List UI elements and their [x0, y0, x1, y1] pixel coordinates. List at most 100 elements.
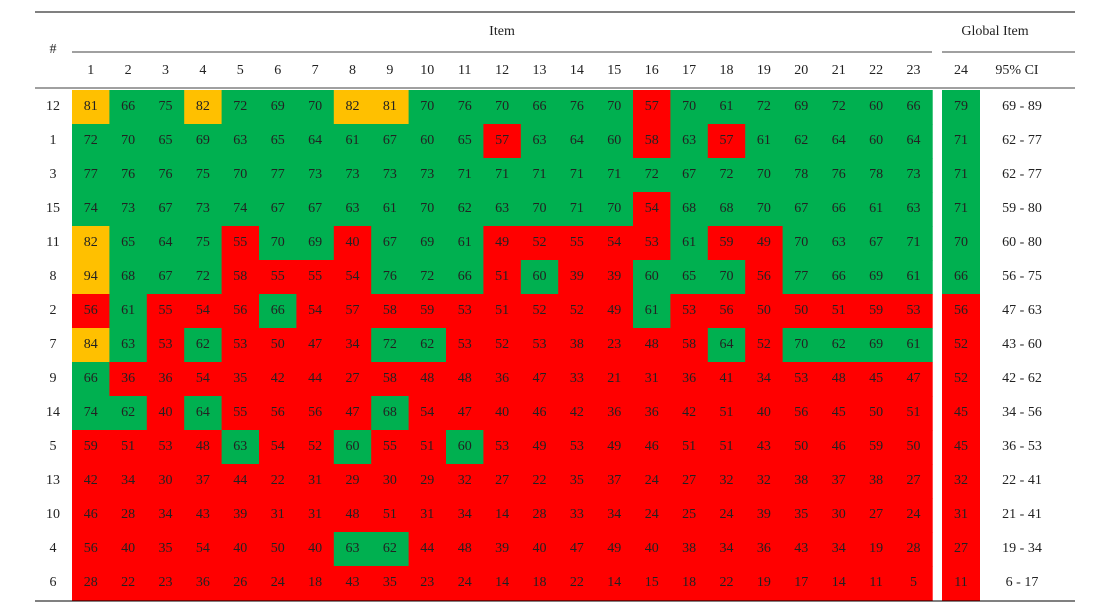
cell-bg — [894, 294, 933, 329]
row-label: 8 — [50, 269, 57, 284]
cell-bg — [371, 294, 410, 329]
cell-bg — [520, 362, 559, 397]
cell-bg — [745, 532, 784, 567]
cell-value: 76 — [159, 167, 173, 182]
cell-value: 61 — [645, 303, 659, 318]
cell-bg — [371, 498, 410, 533]
cell-bg — [558, 362, 597, 397]
cell-bg — [446, 396, 484, 431]
cell-bg — [146, 396, 185, 431]
cell-bg — [446, 192, 484, 227]
cell-value: 63 — [346, 541, 360, 556]
cell-bg — [146, 226, 185, 261]
cell-value: 30 — [832, 507, 846, 522]
cell-value: 69 — [869, 269, 883, 284]
cell-value: 44 — [233, 473, 247, 488]
global-value: 56 — [954, 303, 968, 318]
cell-value: 77 — [794, 269, 808, 284]
cell-bg — [72, 192, 110, 227]
cell-bg — [520, 464, 559, 499]
cell-value: 47 — [458, 405, 472, 420]
cell-value: 24 — [271, 575, 285, 590]
cell-value: 52 — [757, 337, 771, 352]
cell-bg — [333, 294, 372, 329]
column-header: 23 — [907, 63, 921, 78]
cell-value: 22 — [533, 473, 547, 488]
cell-bg — [670, 226, 709, 261]
cell-bg — [633, 328, 671, 363]
cell-value: 72 — [832, 99, 846, 114]
cell-value: 62 — [196, 337, 210, 352]
cell-value: 66 — [84, 371, 98, 386]
cell-value: 51 — [495, 269, 509, 284]
cell-bg — [408, 90, 447, 125]
cell-value: 46 — [832, 439, 846, 454]
cell-value: 75 — [196, 235, 210, 250]
cell-value: 70 — [271, 235, 285, 250]
cell-bg — [371, 226, 410, 261]
cell-value: 14 — [832, 575, 846, 590]
column-header: 4 — [199, 63, 206, 78]
cell-bg — [371, 124, 410, 159]
cell-value: 52 — [495, 337, 509, 352]
cell-bg — [371, 158, 410, 193]
cell-value: 53 — [233, 337, 247, 352]
cell-bg — [333, 328, 372, 363]
cell-value: 22 — [271, 473, 285, 488]
cell-bg — [483, 532, 522, 567]
cell-value: 75 — [159, 99, 173, 114]
cell-value: 68 — [720, 201, 734, 216]
cell-bg — [558, 226, 597, 261]
cell-value: 74 — [84, 201, 98, 216]
cell-value: 71 — [458, 167, 472, 182]
cell-value: 72 — [720, 167, 734, 182]
cell-bg — [782, 158, 821, 193]
cell-bg — [146, 90, 185, 125]
cell-value: 49 — [607, 303, 621, 318]
cell-value: 94 — [84, 269, 98, 284]
cell-value: 52 — [533, 235, 547, 250]
cell-bg — [782, 192, 821, 227]
cell-bg — [782, 90, 821, 125]
cell-value: 23 — [607, 337, 621, 352]
cell-bg — [371, 464, 410, 499]
cell-value: 65 — [271, 133, 285, 148]
cell-value: 55 — [233, 235, 247, 250]
cell-value: 54 — [196, 371, 210, 386]
cell-bg — [483, 464, 522, 499]
cell-bg — [184, 430, 223, 465]
cell-bg — [446, 260, 484, 295]
cell-value: 27 — [682, 473, 696, 488]
cell-bg — [446, 362, 484, 397]
cell-value: 70 — [757, 167, 771, 182]
column-header: 10 — [420, 63, 434, 78]
cell-bg — [259, 430, 297, 465]
cell-value: 51 — [383, 507, 397, 522]
cell-value: 62 — [121, 405, 135, 420]
cell-value: 64 — [832, 133, 846, 148]
cell-bg — [894, 192, 933, 227]
cell-value: 36 — [607, 405, 621, 420]
cell-bg — [595, 396, 634, 431]
cell-value: 71 — [570, 201, 584, 216]
cell-bg — [942, 294, 980, 329]
column-header: 20 — [794, 63, 808, 78]
cell-bg — [558, 260, 597, 295]
cell-bg — [670, 328, 709, 363]
cell-value: 70 — [682, 99, 696, 114]
cell-value: 81 — [84, 99, 98, 114]
cell-value: 59 — [720, 235, 734, 250]
ci-value: 36 - 53 — [1002, 439, 1042, 454]
cell-value: 67 — [308, 201, 322, 216]
cell-bg — [221, 192, 260, 227]
cell-bg — [894, 328, 933, 363]
cell-bg — [595, 192, 634, 227]
cell-value: 55 — [570, 235, 584, 250]
cell-value: 61 — [907, 337, 921, 352]
cell-bg — [857, 158, 896, 193]
cell-value: 73 — [308, 167, 322, 182]
cell-bg — [820, 498, 858, 533]
cell-bg — [221, 362, 260, 397]
cell-value: 61 — [121, 303, 135, 318]
column-header: 16 — [645, 63, 659, 78]
